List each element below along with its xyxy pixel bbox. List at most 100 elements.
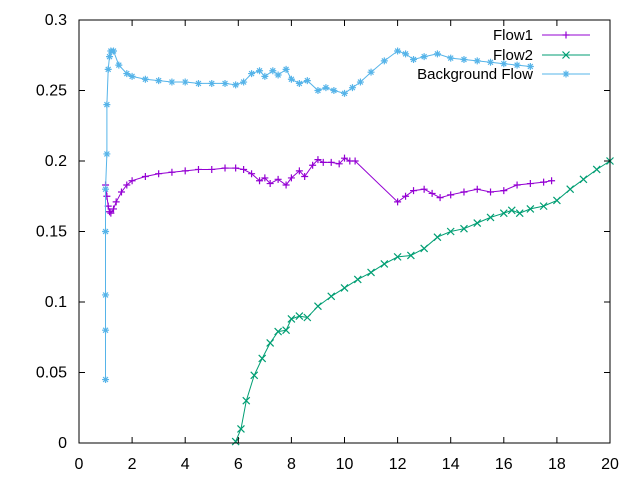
data-point [208,165,216,173]
data-point [406,251,415,260]
data-point [256,67,264,75]
data-point [499,209,508,218]
x-tick-label: 2 [128,456,137,473]
data-point [473,219,482,227]
data-point [181,167,189,175]
data-point [579,175,588,184]
data-point [420,185,428,193]
series-line [105,50,531,380]
data-point [327,158,335,166]
data-point [314,87,322,94]
data-point [319,158,327,166]
data-point [106,208,114,216]
data-point [460,55,468,63]
data-point [526,205,535,213]
legend-swatch-marker [562,31,570,39]
data-point [102,326,110,334]
data-point [548,177,556,185]
data-point [327,292,336,301]
data-point [208,79,216,87]
data-point [123,70,131,78]
data-point [513,181,521,189]
data-point [266,338,275,347]
data-point [500,60,508,68]
data-point [539,202,548,211]
data-point [540,178,548,186]
data-point [473,185,481,193]
x-tick-label: 0 [75,456,84,473]
data-point [269,67,277,75]
data-point [232,164,240,172]
data-point [103,192,111,200]
data-point [436,194,444,202]
data-point [261,72,269,80]
data-point [155,77,163,85]
data-point [274,71,282,79]
data-point [256,177,264,185]
data-point [341,89,348,97]
data-point [112,198,120,206]
data-point [248,170,256,178]
y-tick-label: 0.2 [45,153,67,170]
data-point [103,101,111,109]
data-point [552,196,561,205]
data-point [250,371,259,380]
data-point [110,47,118,55]
series-background-flow [102,47,534,384]
data-point [128,72,136,80]
x-tick-label: 18 [548,456,566,473]
x-tick-label: 12 [389,456,407,473]
data-point [303,77,311,85]
data-point [141,173,149,181]
series-flow2 [231,157,614,446]
legend-swatch-marker [562,70,570,78]
y-tick-label: 0 [58,435,67,452]
data-point [242,396,251,405]
legend-label: Background Flow [417,66,533,83]
data-point [104,65,112,73]
x-tick-label: 20 [601,456,619,473]
legend-label: Flow1 [493,27,533,44]
x-tick-label: 14 [442,456,460,473]
data-point [168,78,176,86]
data-point [526,180,534,188]
data-point [356,78,364,86]
data-point [410,187,418,195]
data-point [314,302,322,311]
data-point [102,291,110,299]
data-point [287,174,295,182]
data-point [394,47,402,55]
data-point [380,260,389,268]
data-point [367,268,375,277]
data-point [402,50,410,58]
y-axis: 0 0.05 0.1 0.15 0.2 0.25 0.3 [36,12,610,452]
data-point [592,165,601,174]
data-point [367,68,375,76]
data-point [106,53,114,61]
data-point [237,424,245,433]
data-point [282,326,291,335]
y-tick-label: 0.25 [36,83,67,100]
x-tick-label: 16 [495,456,513,473]
data-point [261,174,269,182]
data-point [232,81,240,89]
data-point [194,79,202,87]
data-point [181,78,189,86]
y-tick-label: 0.1 [45,294,67,311]
data-point [473,57,481,65]
data-point [566,185,575,194]
data-point [348,84,356,92]
data-point [314,156,322,164]
x-tick-label: 8 [287,456,296,473]
data-point [303,313,312,322]
data-point [102,376,110,384]
data-point [274,175,282,183]
data-point [295,312,304,321]
data-point [460,188,468,196]
data-point [141,75,149,83]
data-point [526,63,534,71]
data-point [221,79,229,87]
data-point [128,177,136,185]
data-point [335,160,343,168]
